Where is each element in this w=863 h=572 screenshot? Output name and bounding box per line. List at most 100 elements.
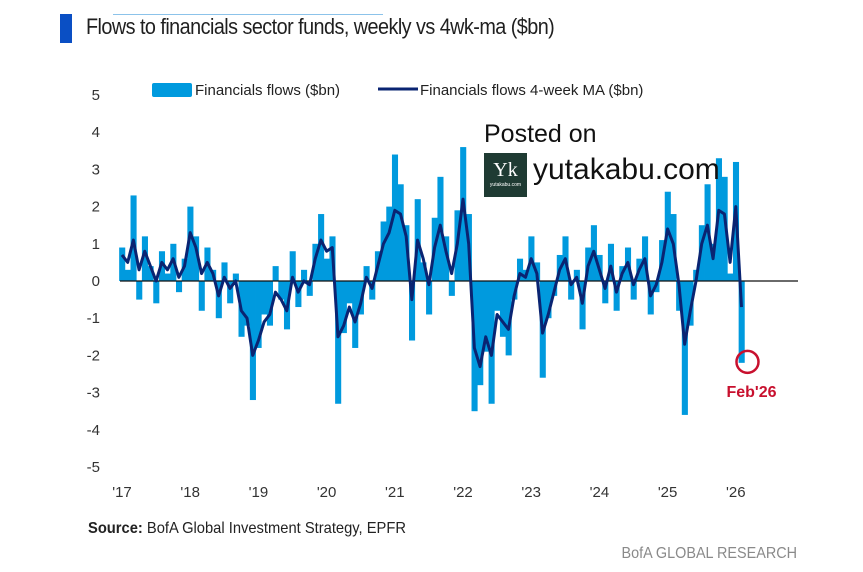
- flow-bar: [306, 281, 313, 296]
- flow-bar: [181, 258, 188, 281]
- flow-bar: [738, 281, 745, 363]
- annotation-circle: [735, 349, 760, 375]
- watermark-site: yutakabu.com: [533, 153, 720, 186]
- flow-bar: [141, 236, 148, 281]
- flow-bar: [499, 281, 507, 337]
- flow-bar: [301, 269, 308, 281]
- flow-bar: [323, 258, 330, 281]
- source-label: Source:: [88, 520, 143, 537]
- flow-bar: [409, 281, 416, 341]
- watermark-text: Posted on: [484, 120, 597, 148]
- flow-bar: [607, 243, 615, 281]
- title-accent-bar: [60, 14, 72, 43]
- flow-bar: [215, 281, 222, 319]
- annotation-label: Feb'26: [726, 384, 776, 401]
- flow-bar: [443, 236, 450, 281]
- flow-bar: [505, 281, 512, 356]
- chart-title: Flows to financials sector funds, weekly…: [86, 14, 555, 39]
- flow-bar: [227, 281, 234, 304]
- flow-bar: [579, 281, 586, 330]
- flow-bar: [391, 154, 399, 281]
- flow-bar: [249, 281, 256, 401]
- flow-bar: [613, 281, 620, 311]
- y-tick-label: -5: [87, 459, 100, 476]
- legend-label-flows: Financials flows ($bn): [195, 82, 340, 99]
- y-tick-label: -1: [87, 310, 100, 327]
- y-tick-label: 5: [92, 87, 100, 104]
- flow-bar: [153, 281, 160, 304]
- flow-bar: [187, 206, 194, 281]
- flow-bar: [698, 225, 705, 281]
- flow-bar: [232, 273, 239, 281]
- flow-bar: [136, 281, 143, 300]
- logo-letter: Yk: [493, 159, 518, 181]
- y-tick-label: -3: [87, 385, 100, 402]
- legend-swatch-flows: [152, 83, 192, 97]
- flow-bar: [380, 221, 387, 281]
- y-tick-label: -2: [87, 347, 100, 364]
- flow-bar: [346, 281, 353, 304]
- flow-bar: [488, 281, 495, 404]
- flow-bar: [221, 262, 228, 281]
- flow-bar: [568, 281, 575, 300]
- x-tick-label: '24: [590, 484, 610, 501]
- flow-bar: [448, 281, 455, 296]
- flow-bar: [630, 281, 637, 300]
- logo-small-text: yutakabu.com: [489, 182, 522, 188]
- flow-bar: [255, 281, 262, 348]
- flow-bar: [193, 236, 200, 281]
- flow-bar: [516, 258, 524, 281]
- ma-line: [120, 197, 743, 369]
- flow-bar: [397, 184, 404, 281]
- flow-bar: [130, 195, 137, 281]
- flow-bar: [272, 266, 279, 281]
- x-tick-label: '20: [317, 484, 337, 501]
- x-tick-label: '25: [658, 484, 678, 501]
- watermark-logo: Yk yutakabu.com: [484, 153, 527, 197]
- flow-bar: [460, 147, 467, 281]
- brand-footer: BofA GLOBAL RESEARCH: [621, 545, 797, 562]
- flow-bar: [261, 281, 268, 315]
- flow-bar: [175, 281, 183, 293]
- flow-bar: [124, 269, 131, 281]
- flow-bar: [477, 281, 484, 386]
- x-tick-label: '22: [453, 484, 473, 501]
- flow-bar: [681, 281, 688, 415]
- flow-bar: [198, 281, 205, 311]
- legend-label-ma: Financials flows 4-week MA ($bn): [420, 82, 643, 99]
- flow-bar: [340, 281, 347, 334]
- x-tick-label: '26: [726, 484, 746, 501]
- x-tick-label: '19: [249, 484, 269, 501]
- x-tick-label: '17: [112, 484, 132, 501]
- flow-bar: [710, 243, 717, 281]
- flow-bar: [352, 281, 359, 348]
- source-note: Source: BofA Global Investment Strategy,…: [88, 520, 406, 538]
- flow-bar: [482, 281, 489, 352]
- flow-bar: [119, 247, 126, 281]
- flow-bar: [244, 281, 251, 326]
- flow-bar: [386, 206, 393, 281]
- flow-bar: [426, 281, 433, 315]
- y-tick-label: 0: [92, 273, 100, 290]
- flow-bar: [289, 251, 296, 281]
- flow-bar: [545, 281, 552, 319]
- flow-bar: [295, 281, 302, 308]
- flow-bar: [727, 273, 734, 281]
- flow-bar: [164, 273, 171, 281]
- flow-bar: [266, 281, 274, 326]
- source-text: BofA Global Investment Strategy, EPFR: [142, 520, 406, 537]
- y-tick-label: 2: [92, 199, 100, 216]
- flow-bar: [318, 214, 325, 281]
- flow-bar: [647, 281, 654, 315]
- flow-bar: [363, 266, 370, 281]
- x-tick-label: '18: [180, 484, 200, 501]
- y-tick-label: -4: [87, 422, 100, 439]
- flow-bar: [369, 281, 376, 300]
- flow-bar: [494, 281, 501, 311]
- y-tick-label: 1: [92, 236, 100, 253]
- y-tick-label: 4: [92, 124, 100, 141]
- flow-bar: [602, 281, 609, 304]
- flow-bar: [147, 266, 154, 281]
- flow-bar: [335, 281, 342, 404]
